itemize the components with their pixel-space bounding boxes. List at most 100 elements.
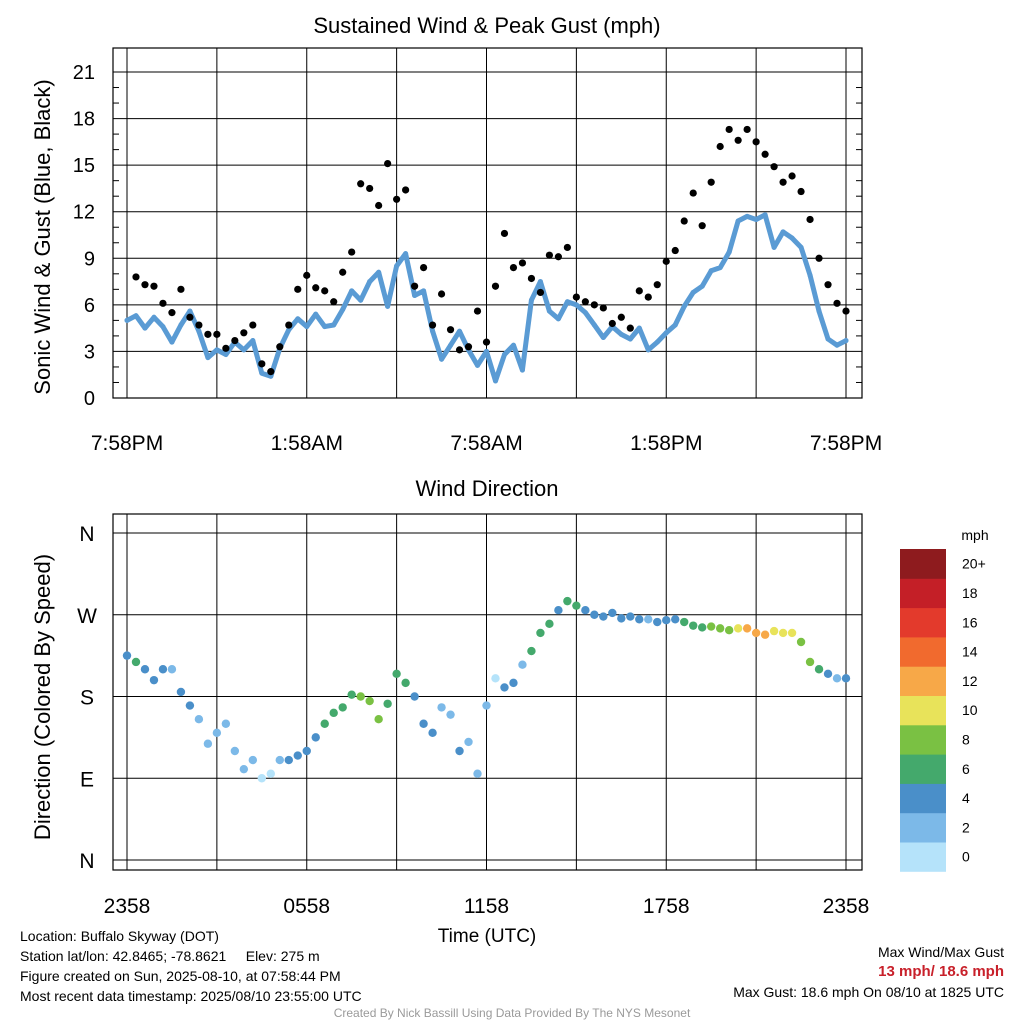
sustained-wind-point <box>807 272 813 278</box>
direction-point <box>437 703 446 712</box>
gust-point <box>716 142 724 151</box>
gust-point <box>330 298 338 306</box>
sustained-wind-point <box>492 378 498 384</box>
gust-point <box>770 163 778 171</box>
gust-point <box>464 343 473 351</box>
colorbar-swatch <box>900 842 946 872</box>
wind-direction-series <box>122 596 851 783</box>
sustained-wind-point <box>385 303 391 309</box>
gust-point <box>698 222 706 230</box>
direction-point <box>401 678 410 688</box>
direction-point <box>203 739 213 748</box>
direction-point <box>230 746 240 756</box>
gust-point <box>599 304 607 312</box>
colorbar-label: 6 <box>962 761 970 777</box>
gust-point <box>132 273 140 281</box>
sustained-wind-point <box>771 244 777 250</box>
direction-point <box>194 715 204 724</box>
direction-point <box>311 733 320 742</box>
gust-point <box>393 195 401 203</box>
created-text: Figure created on Sun, 2025-08-10, at 07… <box>20 968 341 984</box>
gust-point <box>617 313 625 321</box>
sustained-wind-point <box>124 317 130 323</box>
sustained-wind-point <box>528 297 534 303</box>
direction-point <box>374 715 383 724</box>
wind-direction-y-ticks: N E S W N <box>77 523 97 873</box>
direction-point <box>293 751 302 760</box>
gust-point <box>473 307 482 315</box>
direction-point <box>158 665 168 674</box>
gust-point <box>788 172 796 180</box>
gust-point <box>554 253 563 261</box>
gust-point <box>186 313 194 321</box>
wind-gust-ylabel: Sonic Wind & Gust (Blue, Black) <box>30 79 55 394</box>
direction-point <box>257 774 267 783</box>
wind-direction-title: Wind Direction <box>415 476 558 501</box>
sustained-wind-point <box>573 302 579 308</box>
gust-point <box>204 330 212 338</box>
direction-point <box>392 669 401 678</box>
direction-point <box>733 624 743 633</box>
colorbar-swatch <box>900 607 946 638</box>
sustained-wind-point <box>825 336 831 342</box>
direction-point <box>221 719 231 728</box>
colorbar-swatch <box>900 636 946 667</box>
sustained-wind-point <box>259 370 265 376</box>
direction-point <box>778 628 788 638</box>
colorbar-swatch <box>900 724 946 755</box>
direction-point <box>581 606 590 615</box>
direction-point <box>140 665 150 674</box>
sustained-wind-point <box>672 322 678 328</box>
direction-point <box>185 701 195 710</box>
sustained-wind-point <box>501 352 507 358</box>
sustained-wind-point <box>618 331 624 337</box>
direction-point <box>545 619 554 629</box>
sustained-wind-point <box>421 288 427 294</box>
wind-direction-x-ticks: 2358 0558 1158 1758 2358 <box>104 895 870 918</box>
wind-direction-frame <box>112 513 863 871</box>
sustained-wind-point <box>205 355 211 361</box>
direction-point <box>473 769 482 778</box>
sustained-wind-point <box>708 268 714 274</box>
x-tick-label: 7:58PM <box>810 432 882 455</box>
gust-point <box>518 259 527 267</box>
direction-point <box>563 596 572 606</box>
direction-point <box>428 728 437 738</box>
direction-point <box>742 624 752 633</box>
sustained-wind-point <box>295 316 301 322</box>
colorbar-label: 14 <box>962 644 978 660</box>
sustained-wind-point <box>394 263 400 269</box>
direction-point <box>365 696 374 706</box>
colorbar-label: 10 <box>962 702 978 718</box>
colorbar-swatch <box>900 695 946 726</box>
direction-point <box>814 665 824 674</box>
gust-point <box>482 338 491 346</box>
wind-gust-grid <box>113 48 862 398</box>
gust-point <box>644 293 652 301</box>
gust-point <box>806 215 814 224</box>
gust-point <box>842 307 850 315</box>
gust-point <box>509 264 518 272</box>
sustained-wind-point <box>690 289 696 295</box>
colorbar-swatch <box>900 783 946 814</box>
sustained-wind-point <box>250 338 256 344</box>
direction-point <box>509 678 518 688</box>
sustained-wind-point <box>645 347 651 353</box>
gust-point <box>572 293 580 301</box>
direction-point <box>320 719 329 728</box>
direction-point <box>635 615 644 624</box>
direction-point <box>122 651 132 660</box>
direction-point <box>131 657 141 667</box>
elevation-text: Elev: 275 m <box>245 948 320 964</box>
gust-point <box>707 178 715 186</box>
gust-point <box>581 298 589 306</box>
direction-point <box>841 674 851 683</box>
gust-point <box>195 321 203 329</box>
direction-point <box>383 699 392 708</box>
sustained-wind-point <box>169 339 175 345</box>
gust-point <box>428 321 437 329</box>
gust-point <box>303 271 311 279</box>
sustained-wind-point <box>753 216 759 222</box>
direction-point <box>706 622 716 631</box>
location-text: Location: Buffalo Skyway (DOT) <box>20 928 219 944</box>
